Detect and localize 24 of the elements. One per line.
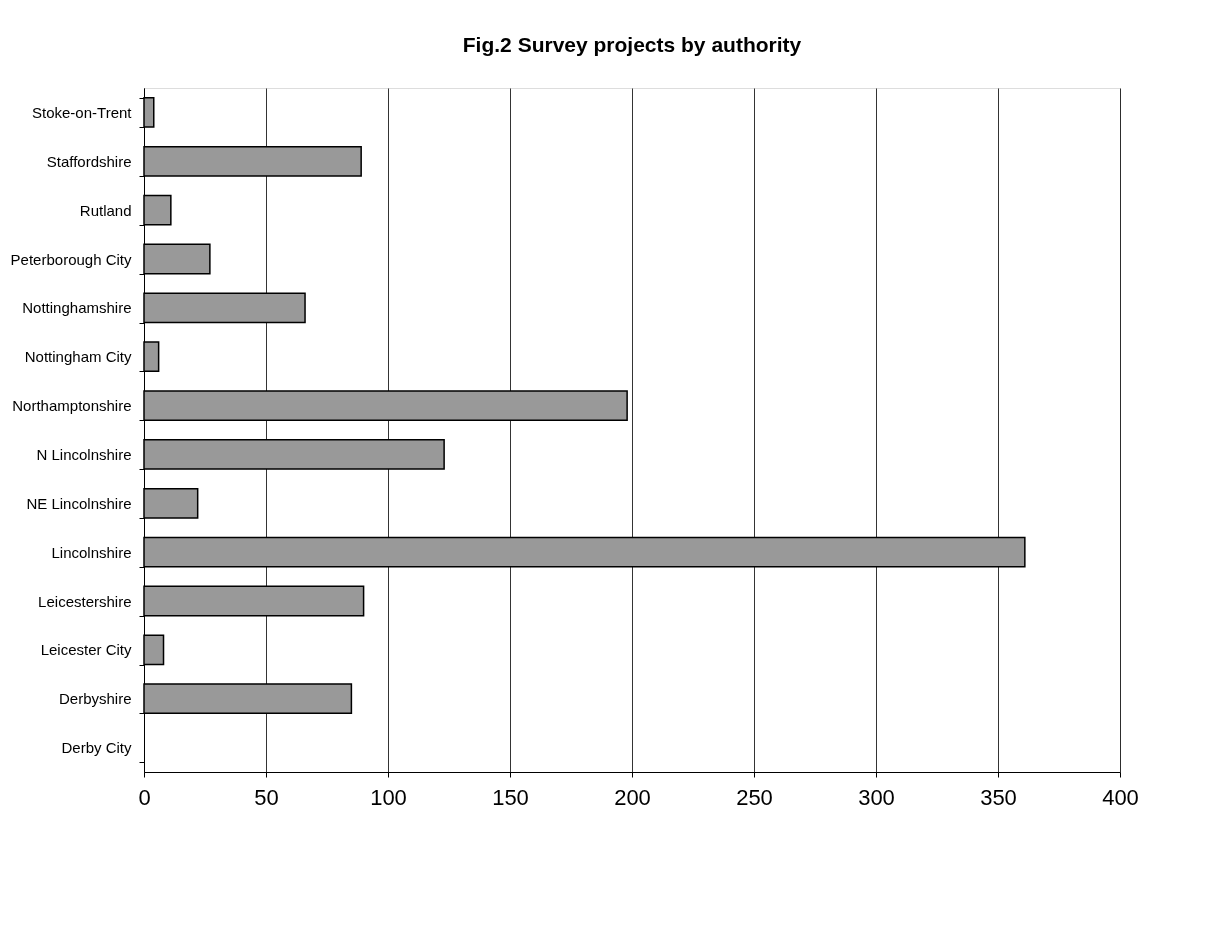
chart-title: Fig.2 Survey projects by authority xyxy=(462,33,802,56)
x-tick-label: 200 xyxy=(614,784,651,810)
y-tick-label: Nottingham City xyxy=(24,348,132,366)
x-tick-label: 100 xyxy=(370,784,407,810)
x-tick-label: 400 xyxy=(1102,784,1139,810)
y-tick-label: Rutland xyxy=(79,201,132,219)
y-tick-label: Derby City xyxy=(61,739,132,757)
x-tick-label: 300 xyxy=(858,784,895,810)
y-tick-label: NE Lincolnshire xyxy=(26,494,132,512)
y-tick-label: Stoke-on-Trent xyxy=(32,103,133,121)
x-tick-label: 350 xyxy=(980,784,1017,810)
y-tick-label: Peterborough City xyxy=(10,250,132,268)
y-tick-label: Nottinghamshire xyxy=(22,299,132,317)
y-tick-label: Derbyshire xyxy=(58,690,132,708)
y-tick-label: N Lincolnshire xyxy=(36,445,132,463)
x-tick-label: 50 xyxy=(254,784,279,810)
y-tick-label: Lincolnshire xyxy=(51,543,132,561)
y-tick-label: Staffordshire xyxy=(46,152,132,170)
y-tick-label: Leicester City xyxy=(40,641,132,659)
x-tick-label: 0 xyxy=(138,784,151,810)
x-tick-label: 150 xyxy=(492,784,529,810)
y-tick-label: Northamptonshire xyxy=(12,397,132,415)
x-tick-label: 250 xyxy=(736,784,773,810)
y-tick-label: Leicestershire xyxy=(38,592,132,610)
